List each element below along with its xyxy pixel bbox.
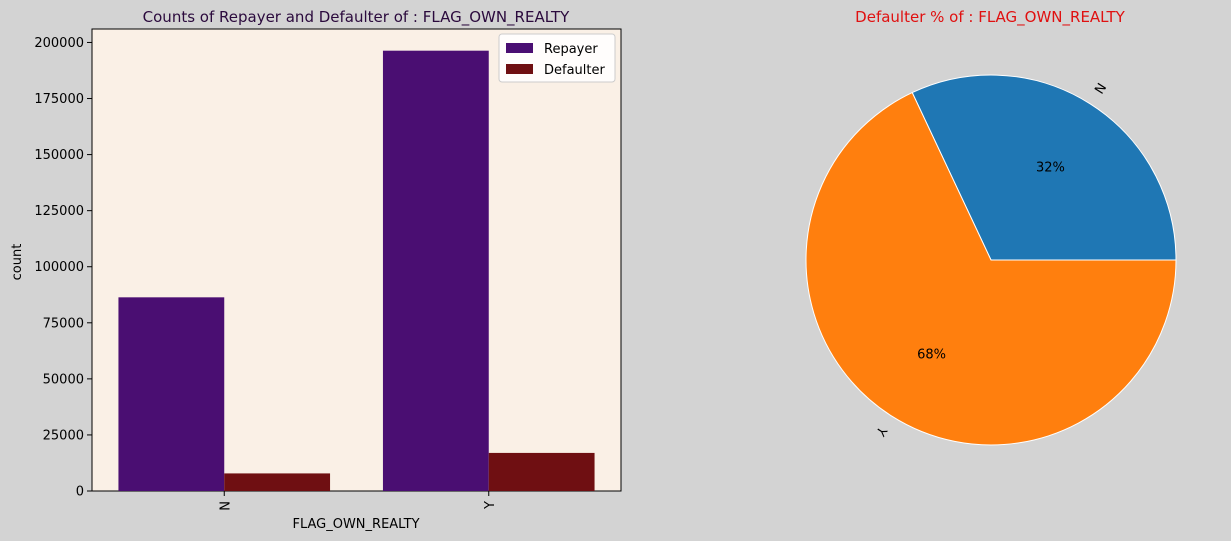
y-tick-label: 125000 (34, 204, 84, 219)
x-tick-label: Y (483, 501, 498, 510)
legend-swatch (506, 43, 533, 53)
y-tick-label: 100000 (34, 260, 84, 275)
pie-value-label: 32% (1036, 160, 1065, 175)
bar-repayer-n (118, 297, 225, 491)
y-tick-label: 50000 (43, 372, 84, 387)
pie-value-label: 68% (917, 348, 946, 363)
y-tick-label: 0 (76, 485, 84, 500)
y-axis: 0 25000 50000 75000 100000 125000 150000 175000… (34, 36, 92, 500)
bar-repayer-y (382, 50, 489, 491)
bar-chart: Counts of Repayer and Defaulter of : FLA… (10, 8, 622, 532)
legend-label: Defaulter (544, 63, 605, 78)
pie-category-label: N (1092, 81, 1110, 97)
bar-defaulter-y (488, 452, 595, 491)
pie-chart-title: Defaulter % of : FLAG_OWN_REALTY (855, 8, 1125, 27)
legend-swatch (506, 64, 533, 74)
pie-chart: Defaulter % of : FLAG_OWN_REALTY 32% N 68%… (805, 8, 1177, 446)
y-tick-label: 75000 (43, 316, 84, 331)
x-axis-label: FLAG_OWN_REALTY (292, 517, 419, 532)
pie-slice-n (911, 74, 1177, 261)
y-tick-label: 200000 (34, 36, 84, 51)
pie-slice-y (805, 91, 1177, 446)
y-tick-label: 175000 (34, 92, 84, 107)
bar-marks (118, 50, 595, 491)
y-axis-label: count (10, 244, 25, 281)
legend-label: Repayer (544, 42, 598, 57)
x-tick-label: N (218, 501, 233, 511)
y-tick-label: 25000 (43, 428, 84, 443)
bar-chart-title: Counts of Repayer and Defaulter of : FLA… (143, 8, 571, 27)
pie-marks: 32% N 68% Y (805, 74, 1177, 446)
pie-category-label: Y (872, 423, 889, 439)
y-tick-label: 150000 (34, 148, 84, 163)
bar-defaulter-n (224, 473, 331, 491)
legend: Repayer Defaulter (498, 33, 616, 83)
